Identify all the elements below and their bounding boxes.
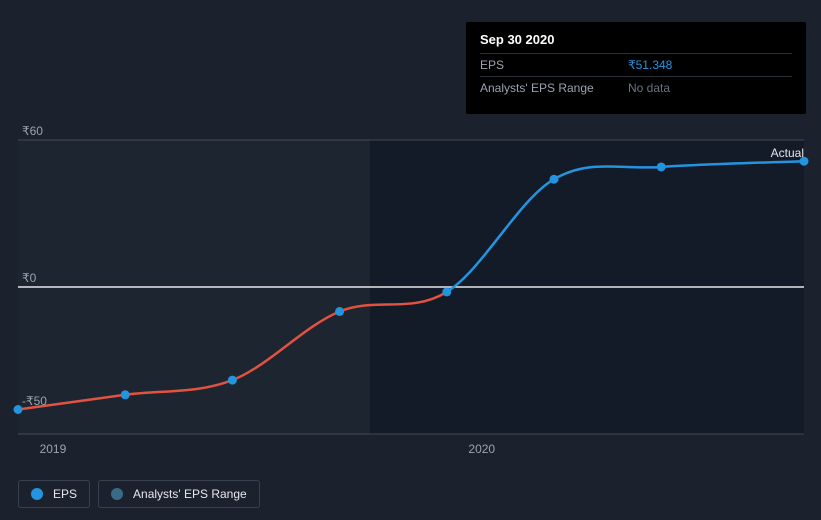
legend-item-range[interactable]: Analysts' EPS Range [98, 480, 260, 508]
legend-label: Analysts' EPS Range [133, 487, 247, 501]
legend-swatch-range [111, 488, 123, 500]
actual-label: Actual [771, 146, 804, 160]
legend-swatch-eps [31, 488, 43, 500]
tooltip-label: Analysts' EPS Range [480, 81, 628, 95]
tooltip-label: EPS [480, 58, 628, 72]
legend-item-eps[interactable]: EPS [18, 480, 90, 508]
tooltip-row-range: Analysts' EPS Range No data [480, 76, 792, 99]
legend-label: EPS [53, 487, 77, 501]
legend: EPS Analysts' EPS Range [18, 480, 260, 508]
x-axis-label: 2020 [468, 442, 495, 456]
y-axis-label: -₹50 [22, 394, 47, 408]
tooltip-row-eps: EPS ₹51.348 [480, 53, 792, 76]
y-axis-label: ₹60 [22, 124, 43, 138]
chart-container: Sep 30 2020 EPS ₹51.348 Analysts' EPS Ra… [0, 0, 821, 520]
chart-tooltip: Sep 30 2020 EPS ₹51.348 Analysts' EPS Ra… [466, 22, 806, 114]
tooltip-value-eps: ₹51.348 [628, 58, 672, 72]
tooltip-date: Sep 30 2020 [480, 32, 792, 53]
tooltip-value-nodata: No data [628, 81, 670, 95]
x-axis-label: 2019 [40, 442, 67, 456]
y-axis-label: ₹0 [22, 271, 36, 285]
